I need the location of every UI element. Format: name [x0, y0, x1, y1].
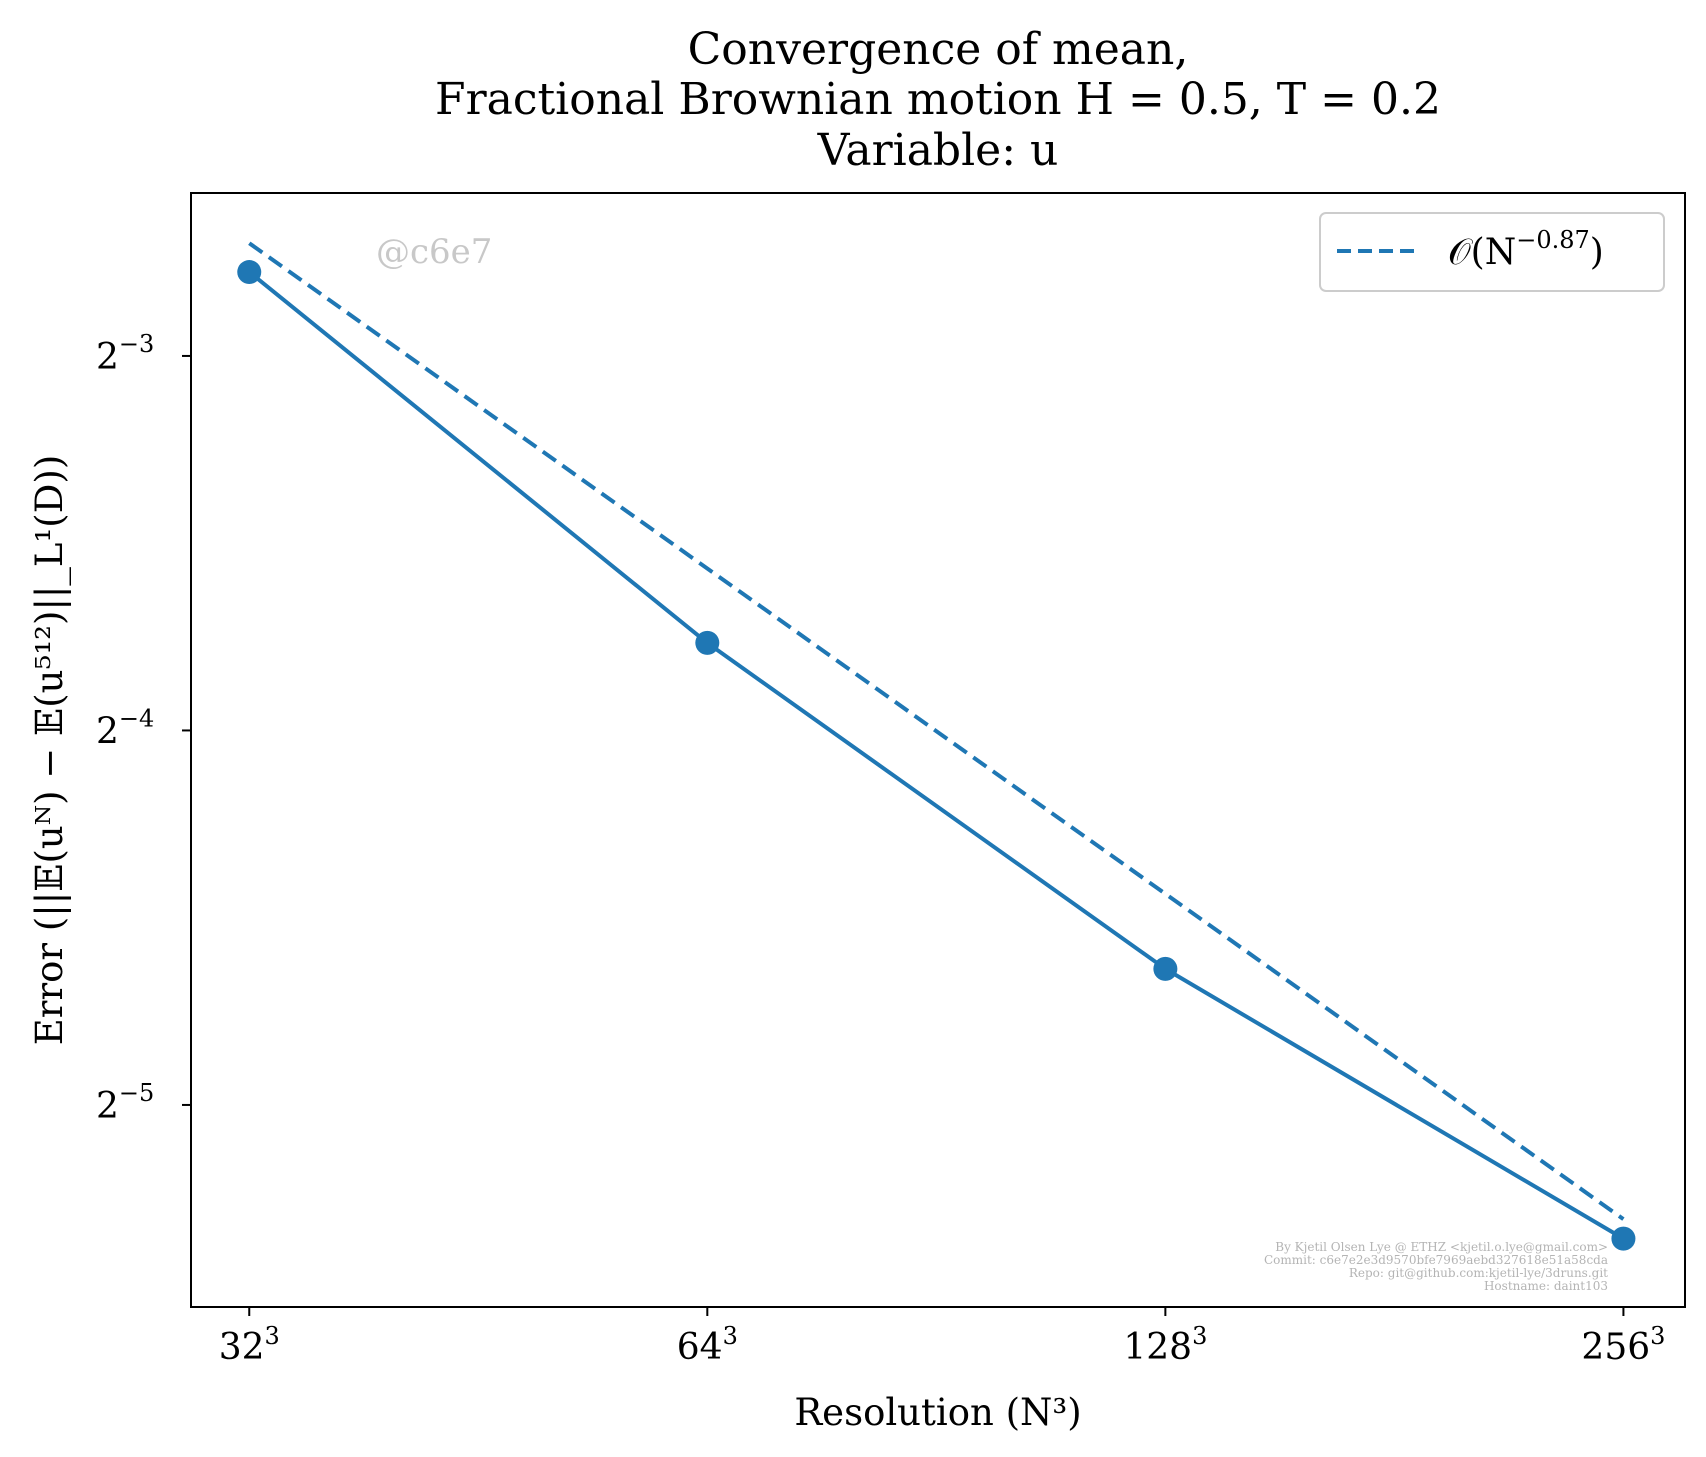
data-point-3 [1611, 1226, 1636, 1251]
x-tick-label-2: 1283 [1123, 1322, 1207, 1368]
x-tick-label-1: 643 [677, 1322, 738, 1368]
y-tick-label-0: 2−3 [96, 330, 154, 378]
x-tick-base-0: 32 [219, 1327, 265, 1368]
y-tick-exp-0: −3 [119, 330, 154, 358]
plot-frame [190, 192, 1686, 1308]
footer-line-2: Commit: c6e7e2e3d9570bfe7969aebd327618e5… [1264, 1253, 1608, 1267]
chart-title-line3: Variable: u [817, 125, 1059, 176]
legend-entry-text: 𝒪(N−0.87) [1448, 226, 1604, 273]
x-tick-label-0: 323 [219, 1322, 280, 1368]
y-tick-label-1: 2−4 [96, 704, 154, 752]
y-ticks: 2−32−42−5 [96, 330, 191, 1127]
y-tick-label-2: 2−5 [96, 1079, 154, 1127]
chart-title-line2: Fractional Brownian motion H = 0.5, T = … [435, 74, 1441, 125]
legend-box [1319, 212, 1665, 292]
x-tick-base-1: 64 [677, 1327, 723, 1368]
legend-entry-suffix: ) [1590, 232, 1604, 273]
y-tick-base-0: 2 [96, 337, 119, 378]
legend: 𝒪(N−0.87) [1319, 212, 1665, 292]
x-tick-label-3: 2563 [1581, 1322, 1665, 1368]
watermark-text: @c6e7 [376, 232, 492, 272]
x-tick-exp-3: 3 [1650, 1322, 1665, 1350]
legend-entry-exp: −0.87 [1516, 226, 1590, 254]
data-point-2 [1153, 956, 1178, 981]
footer-line-3: Repo: git@github.com:kjetil-lye/3druns.g… [1349, 1266, 1608, 1280]
data-point-0 [237, 260, 262, 285]
chart-title-line1: Convergence of mean, [688, 24, 1189, 75]
x-ticks: 323 643 1283 2563 [219, 1307, 1665, 1368]
x-tick-base-2: 128 [1123, 1327, 1192, 1368]
x-axis-label: Resolution (N³) [794, 1391, 1081, 1434]
x-tick-exp-0: 3 [265, 1322, 280, 1350]
error-series-line [248, 270, 1625, 1241]
legend-entry-prefix: 𝒪(N [1448, 232, 1516, 273]
y-tick-base-1: 2 [96, 711, 119, 752]
y-tick-base-2: 2 [96, 1086, 119, 1127]
y-tick-exp-1: −4 [119, 704, 154, 732]
x-tick-exp-2: 3 [1192, 1322, 1207, 1350]
footer-line-4: Hostname: daint103 [1484, 1279, 1608, 1293]
footer-block: By Kjetil Olsen Lye @ ETHZ <kjetil.o.lye… [1264, 1240, 1608, 1293]
x-tick-base-3: 256 [1581, 1327, 1650, 1368]
data-point-1 [695, 630, 720, 655]
footer-line-1: By Kjetil Olsen Lye @ ETHZ <kjetil.o.lye… [1275, 1240, 1608, 1254]
x-tick-exp-1: 3 [723, 1322, 738, 1350]
fit-line-dashed [248, 241, 1625, 1221]
y-tick-exp-2: −5 [119, 1079, 154, 1107]
series-layer [237, 241, 1636, 1251]
y-axis-label: Error (||𝔼(uᴺ) − 𝔼(u⁵¹²)||_L¹(D)) [28, 455, 72, 1045]
